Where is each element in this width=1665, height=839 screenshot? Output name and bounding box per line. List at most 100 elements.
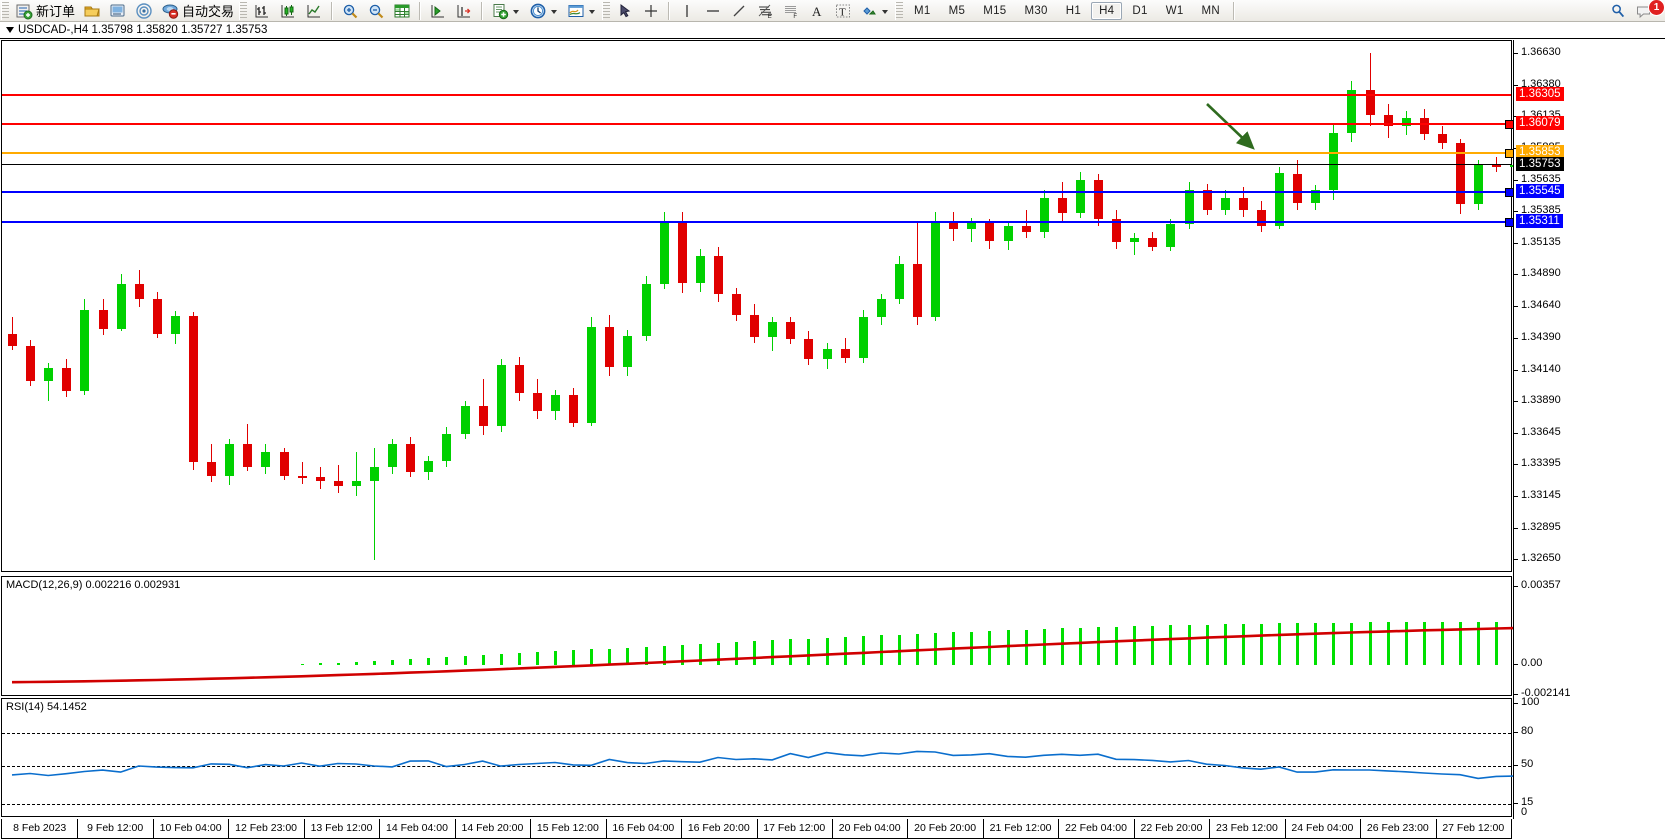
time-axis-label: 22 Feb 20:00 [1140, 822, 1203, 834]
symbol-ohlc-text: USDCAD-,H4 1.35798 1.35820 1.35727 1.357… [18, 24, 268, 36]
toolbar-grip-2[interactable] [239, 1, 248, 20]
candle [1311, 184, 1321, 211]
macd-bar [988, 630, 992, 665]
svg-text:T: T [839, 6, 846, 18]
new-order-icon [16, 4, 33, 19]
macd-bar [952, 632, 956, 665]
macd-bar [1368, 622, 1372, 665]
macd-signal-line [11, 626, 1515, 684]
zoom-in-button[interactable] [337, 0, 363, 22]
timeframe-m5[interactable]: M5 [948, 4, 966, 17]
macd-bar [1024, 629, 1028, 665]
timeframe-mn[interactable]: MN [1201, 4, 1221, 17]
toolbar-grip[interactable] [1, 1, 9, 20]
add-indicator-button[interactable] [487, 0, 525, 22]
shapes-button[interactable] [856, 0, 894, 22]
fibonacci-button[interactable]: E [752, 0, 778, 22]
price-label-resistance-2: 1.36079 [1516, 116, 1564, 131]
time-axis[interactable]: 8 Feb 2023 9 Feb 12:00 10 Feb 04:00 12 Feb … [1, 819, 1512, 839]
price-line-handle-support-2[interactable] [1505, 217, 1514, 227]
cursor-button[interactable] [612, 0, 638, 22]
period-caret-icon[interactable] [551, 9, 558, 14]
price-line-support-1[interactable] [2, 190, 1511, 193]
timeframe-h1[interactable]: H1 [1065, 4, 1082, 17]
line-chart-button[interactable] [301, 0, 327, 22]
zoom-out-button[interactable] [363, 0, 389, 22]
toolbar-grip-4[interactable] [895, 1, 904, 20]
crosshair-button[interactable] [638, 0, 664, 22]
price-line-pivot[interactable] [2, 151, 1511, 154]
price-chart-panel[interactable] [1, 40, 1520, 572]
templates-caret-icon[interactable] [589, 9, 596, 14]
timeframe-d1[interactable]: D1 [1132, 4, 1148, 17]
macd-bar [807, 638, 811, 665]
vertical-line-button[interactable] [674, 0, 700, 22]
data-window-button[interactable] [389, 0, 415, 22]
candle [840, 337, 850, 363]
candle [551, 389, 560, 421]
timeframe-m1[interactable]: M1 [914, 4, 931, 17]
candle [1148, 231, 1158, 252]
text-button[interactable]: A [804, 0, 830, 22]
timeframe-h4[interactable]: H4 [1091, 1, 1123, 20]
collapse-triangle-icon[interactable] [6, 27, 14, 33]
auto-scroll-button[interactable] [451, 0, 477, 22]
time-axis-label: 17 Feb 12:00 [763, 822, 826, 834]
terminal-button[interactable] [105, 0, 131, 22]
toolbar-separator-1 [331, 1, 334, 20]
macd-bar [1477, 622, 1481, 665]
alerts-button[interactable]: 1 [1631, 0, 1665, 22]
candle [1021, 210, 1031, 239]
rsi-indicator-panel[interactable]: RSI(14) 54.1452 [1, 698, 1515, 817]
time-axis-label: 9 Feb 12:00 [87, 822, 144, 834]
signal-button[interactable] [131, 0, 157, 22]
timeframe-m15[interactable]: M15 [983, 4, 1007, 17]
price-line-handle-support-1[interactable] [1505, 187, 1514, 197]
price-line-resistance-2[interactable] [2, 123, 1511, 126]
add-indicator-caret-icon[interactable] [513, 9, 520, 14]
price-line-handle-pivot[interactable] [1505, 148, 1514, 158]
macd-bar [934, 633, 938, 665]
time-axis-label: 14 Feb 20:00 [461, 822, 524, 834]
candle [1238, 187, 1248, 217]
candle [8, 317, 17, 351]
text-label-button[interactable]: T [830, 0, 856, 22]
candle [532, 379, 542, 419]
macd-bar [662, 645, 666, 665]
price-line-current-price[interactable] [2, 164, 1511, 166]
price-line-support-2[interactable] [2, 220, 1511, 223]
search-button[interactable] [1605, 0, 1631, 22]
macd-bar [1097, 627, 1100, 665]
candlestick-button[interactable] [275, 0, 301, 22]
period-button[interactable] [525, 0, 563, 22]
macd-bar [1078, 627, 1082, 665]
price-line-resistance-1[interactable] [2, 94, 1511, 97]
rsi-level-80 [2, 733, 1511, 734]
new-order-button[interactable]: 新订单 [11, 0, 79, 22]
price-axis[interactable]: 1.366301.363801.361351.358851.356351.353… [1513, 40, 1665, 819]
templates-button[interactable] [563, 0, 601, 22]
time-axis-label: 10 Feb 04:00 [159, 822, 222, 834]
macd-bar [1422, 622, 1426, 665]
auto-trading-button[interactable]: 自动交易 [157, 0, 238, 22]
macd-bar [897, 634, 901, 665]
chart-shift-button[interactable] [425, 0, 451, 22]
folder-button[interactable] [79, 0, 105, 22]
candle [623, 329, 633, 376]
time-axis-separator [831, 819, 833, 839]
macd-indicator-panel[interactable]: MACD(12,26,9) 0.002216 0.002931 [1, 576, 1517, 696]
period-icon [530, 3, 546, 18]
trendline-button[interactable] [726, 0, 752, 22]
candle [333, 464, 343, 493]
timeframe-m30[interactable]: M30 [1024, 4, 1048, 17]
bar-chart-button[interactable] [249, 0, 275, 22]
timeframe-w1[interactable]: W1 [1165, 4, 1184, 17]
candle [170, 310, 180, 344]
toolbar-grip-3[interactable] [602, 1, 611, 20]
price-line-handle-resistance-2[interactable] [1505, 120, 1514, 130]
fibo-channel-button[interactable]: F [778, 0, 804, 22]
shapes-caret-icon[interactable] [882, 9, 889, 14]
macd-bar [916, 633, 919, 665]
horizontal-line-button[interactable] [700, 0, 726, 22]
candle [1166, 219, 1176, 252]
